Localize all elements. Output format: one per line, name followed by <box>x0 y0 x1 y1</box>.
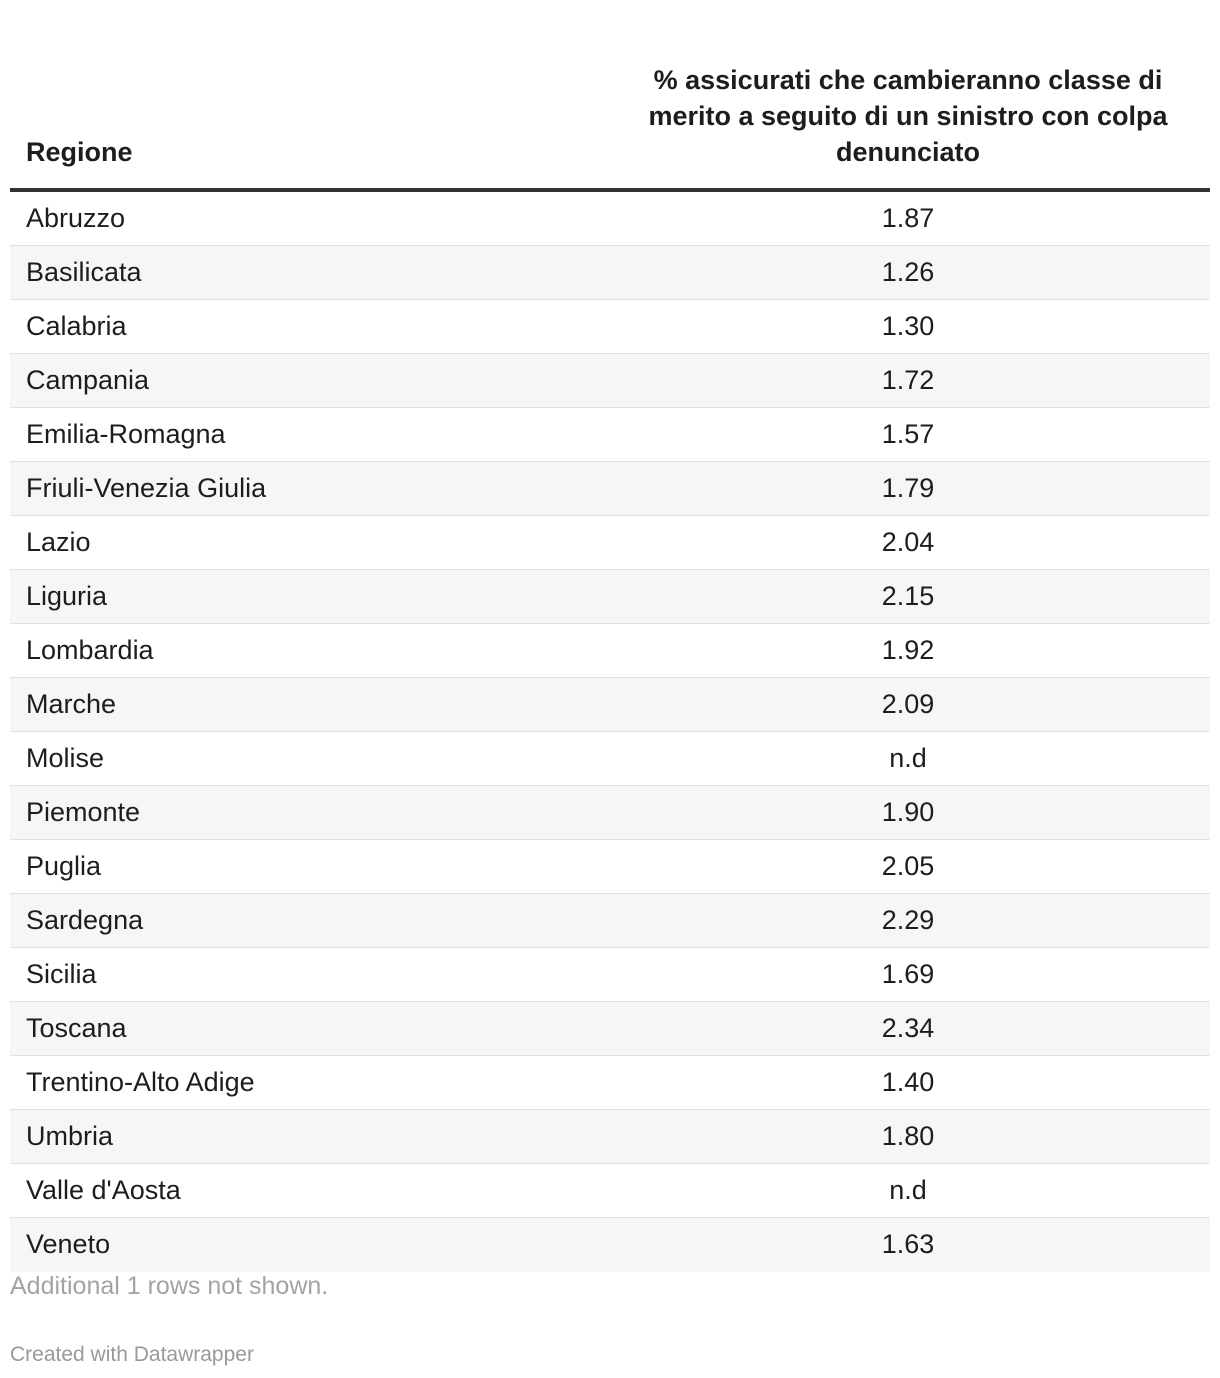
table-row: Marche 2.09 <box>10 677 1210 732</box>
region-cell: Emilia-Romagna <box>10 407 606 462</box>
header-row: Regione % assicurati che cambieranno cla… <box>10 0 1210 192</box>
table-row: Puglia 2.05 <box>10 839 1210 894</box>
value-cell: 1.79 <box>606 461 1210 516</box>
table-footnote: Additional 1 rows not shown. <box>10 1272 329 1300</box>
value-cell: 1.87 <box>606 190 1210 246</box>
table-row: Valle d'Aosta n.d <box>10 1163 1210 1218</box>
value-cell: 1.57 <box>606 407 1210 462</box>
data-table: Regione % assicurati che cambieranno cla… <box>10 0 1210 1272</box>
table-row: Sicilia 1.69 <box>10 947 1210 1002</box>
table-row: Emilia-Romagna 1.57 <box>10 407 1210 462</box>
value-cell: 2.15 <box>606 569 1210 624</box>
table-header: Regione % assicurati che cambieranno cla… <box>10 0 1210 192</box>
value-cell: n.d <box>606 731 1210 786</box>
value-cell: 1.72 <box>606 353 1210 408</box>
table-row: Umbria 1.80 <box>10 1109 1210 1164</box>
region-cell: Liguria <box>10 569 606 624</box>
value-cell: 2.34 <box>606 1001 1210 1056</box>
table-row: Lazio 2.04 <box>10 515 1210 570</box>
region-cell: Valle d'Aosta <box>10 1163 606 1218</box>
column-header-value-cell[interactable]: % assicurati che cambieranno classe di m… <box>606 0 1210 192</box>
table-body: Abruzzo 1.87 Basilicata 1.26 Calabria 1.30 Cam… <box>10 190 1210 1272</box>
region-cell: Abruzzo <box>10 190 606 246</box>
region-cell: Sicilia <box>10 947 606 1002</box>
table-row: Veneto 1.63 <box>10 1217 1210 1272</box>
value-cell: 2.04 <box>606 515 1210 570</box>
region-cell: Basilicata <box>10 245 606 300</box>
region-cell: Piemonte <box>10 785 606 840</box>
table-row: Lombardia 1.92 <box>10 623 1210 678</box>
table-row: Basilicata 1.26 <box>10 245 1210 300</box>
table-row: Sardegna 2.29 <box>10 893 1210 948</box>
region-cell: Lombardia <box>10 623 606 678</box>
region-cell: Marche <box>10 677 606 732</box>
table-row: Calabria 1.30 <box>10 299 1210 354</box>
table-row: Liguria 2.15 <box>10 569 1210 624</box>
region-cell: Sardegna <box>10 893 606 948</box>
table-row: Piemonte 1.90 <box>10 785 1210 840</box>
table-row: Abruzzo 1.87 <box>10 190 1210 246</box>
column-header-value: % assicurati che cambieranno classe di m… <box>648 65 1168 167</box>
value-cell: 2.05 <box>606 839 1210 894</box>
region-cell: Lazio <box>10 515 606 570</box>
credit-text: Created with Datawrapper <box>10 1343 254 1366</box>
value-cell: 1.69 <box>606 947 1210 1002</box>
value-cell: n.d <box>606 1163 1210 1218</box>
column-header-region[interactable]: Regione <box>10 0 606 192</box>
value-cell: 1.90 <box>606 785 1210 840</box>
region-cell: Trentino-Alto Adige <box>10 1055 606 1110</box>
table-row: Friuli-Venezia Giulia 1.79 <box>10 461 1210 516</box>
value-cell: 1.26 <box>606 245 1210 300</box>
value-cell: 2.09 <box>606 677 1210 732</box>
region-cell: Calabria <box>10 299 606 354</box>
value-cell: 1.40 <box>606 1055 1210 1110</box>
table-row: Trentino-Alto Adige 1.40 <box>10 1055 1210 1110</box>
table-row: Campania 1.72 <box>10 353 1210 408</box>
region-cell: Friuli-Venezia Giulia <box>10 461 606 516</box>
value-cell: 1.63 <box>881 1229 935 1260</box>
table-row: Molise n.d <box>10 731 1210 786</box>
region-cell: Campania <box>10 353 606 408</box>
region-cell: Molise <box>10 731 606 786</box>
region-cell: Veneto <box>26 1229 111 1260</box>
value-cell: 2.29 <box>606 893 1210 948</box>
value-cell: 1.92 <box>606 623 1210 678</box>
table-row: Toscana 2.34 <box>10 1001 1210 1056</box>
region-cell: Toscana <box>10 1001 606 1056</box>
value-cell: 1.80 <box>606 1109 1210 1164</box>
region-cell: Umbria <box>10 1109 606 1164</box>
data-table-container: Regione % assicurati che cambieranno cla… <box>10 0 1210 1272</box>
region-cell: Puglia <box>10 839 606 894</box>
value-cell: 1.30 <box>606 299 1210 354</box>
